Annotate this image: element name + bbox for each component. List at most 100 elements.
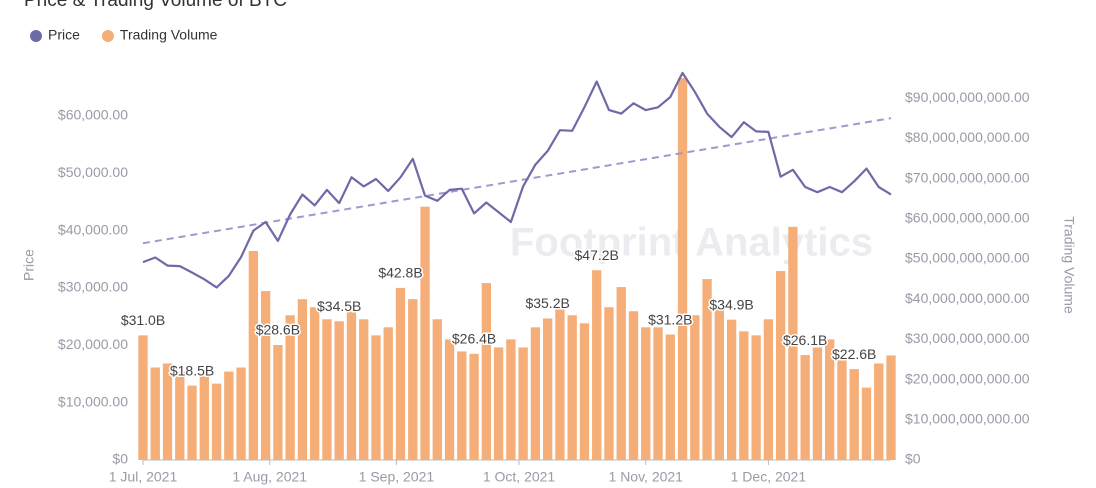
y2-axis-label: Trading Volume <box>1061 216 1077 314</box>
volume-bar <box>273 345 283 460</box>
volume-bar <box>751 335 761 460</box>
x-tick-label: 1 Aug, 2021 <box>232 469 307 485</box>
data-label: $31.0B <box>121 312 165 328</box>
y2-tick-label: $80,000,000,000.00 <box>905 129 1030 145</box>
legend-marker <box>30 30 42 42</box>
volume-bar <box>555 307 565 460</box>
y2-tick-label: $60,000,000,000.00 <box>905 209 1030 225</box>
volume-bar <box>408 299 418 460</box>
volume-bar <box>260 291 271 460</box>
y2-tick-label: $20,000,000,000.00 <box>905 370 1030 386</box>
data-label: $31.2B <box>648 311 692 327</box>
volume-bar <box>310 307 320 460</box>
volume-bar <box>690 315 700 460</box>
legend-label: Price <box>48 27 80 43</box>
volume-bar <box>788 226 798 460</box>
legend-marker <box>101 30 114 42</box>
volume-bar <box>322 319 332 460</box>
volume-bar <box>812 347 823 460</box>
volume-bar <box>604 307 614 460</box>
watermark: Footprint Analytics <box>510 221 873 265</box>
volume-bar <box>175 371 185 460</box>
volume-bar <box>775 271 786 460</box>
volume-bar <box>297 299 308 460</box>
volume-bar <box>199 375 209 460</box>
y2-tick-label: $70,000,000,000.00 <box>905 169 1030 185</box>
volume-bar <box>481 283 492 460</box>
x-tick-label: 1 Jul, 2021 <box>109 469 178 485</box>
x-tick-label: 1 Oct, 2021 <box>483 469 556 485</box>
volume-bar <box>236 367 246 460</box>
y2-tick-label: $90,000,000,000.00 <box>905 89 1030 105</box>
volume-bar <box>395 287 406 460</box>
volume-bar <box>702 279 712 460</box>
volume-bar <box>542 318 553 460</box>
y-axis-label: Price <box>21 249 37 281</box>
volume-bar <box>763 319 774 460</box>
data-label: $35.2B <box>525 295 569 311</box>
volume-bar <box>677 78 688 461</box>
data-label: $26.4B <box>452 331 496 347</box>
volume-bar <box>371 335 381 460</box>
volume-bar <box>665 334 675 460</box>
data-label: $34.9B <box>709 296 753 312</box>
volume-bar <box>518 347 528 460</box>
volume-bar <box>616 287 626 460</box>
y-tick-label: $30,000.00 <box>58 279 128 295</box>
chart-title: Price & Trading Volume of BTC <box>24 0 287 11</box>
data-label: $47.2B <box>575 247 619 263</box>
volume-bar <box>886 355 896 460</box>
data-label: $22.6B <box>832 346 876 362</box>
y-tick-label: $10,000.00 <box>58 393 128 409</box>
volume-bar <box>800 355 810 460</box>
x-tick-label: 1 Sep, 2021 <box>359 469 435 485</box>
volume-bar <box>224 371 234 460</box>
volume-bar <box>359 319 369 460</box>
volume-bar <box>457 351 467 460</box>
volume-bar <box>579 323 590 460</box>
y2-tick-label: $10,000,000,000.00 <box>905 410 1030 426</box>
volume-bar <box>874 363 884 460</box>
y-tick-label: $50,000.00 <box>58 164 128 180</box>
volume-bar <box>714 307 724 460</box>
data-label: $26.1B <box>783 332 827 348</box>
volume-bar <box>285 315 295 460</box>
volume-bar <box>248 250 259 460</box>
volume-bar <box>837 359 847 460</box>
volume-bar <box>726 319 737 460</box>
y2-tick-label: $50,000,000,000.00 <box>905 250 1030 266</box>
price-line <box>142 71 892 289</box>
volume-bar <box>432 319 442 460</box>
x-tick-label: 1 Nov, 2021 <box>609 469 684 485</box>
x-tick-label: 1 Dec, 2021 <box>731 469 807 485</box>
data-label: $18.5B <box>170 362 214 378</box>
volume-bar <box>825 339 835 460</box>
volume-bar <box>469 353 479 460</box>
volume-bar <box>739 331 749 460</box>
volume-bar <box>641 327 651 460</box>
volume-bar <box>493 347 504 460</box>
volume-bar <box>849 369 859 460</box>
volume-bar <box>506 339 516 460</box>
volume-bar <box>861 387 872 460</box>
volume-bar <box>567 315 577 460</box>
y-tick-label: $0 <box>112 451 128 467</box>
data-label: $34.5B <box>317 298 361 314</box>
volume-bar <box>211 383 222 460</box>
trend-line <box>142 117 892 245</box>
y-tick-label: $40,000.00 <box>58 221 128 237</box>
volume-bar <box>530 327 541 460</box>
y2-tick-label: $30,000,000,000.00 <box>905 330 1030 346</box>
volume-bar <box>444 339 455 460</box>
y2-tick-label: $40,000,000,000.00 <box>905 290 1030 306</box>
volume-bar <box>653 327 663 460</box>
volume-bar <box>383 327 393 460</box>
legend-label: Trading Volume <box>120 27 218 43</box>
y2-tick-label: $0 <box>905 451 921 467</box>
data-label: $28.6B <box>256 322 300 338</box>
volume-bar <box>628 311 639 460</box>
volume-bar <box>346 311 357 460</box>
volume-bar <box>138 335 148 460</box>
y-tick-label: $60,000.00 <box>58 107 128 123</box>
